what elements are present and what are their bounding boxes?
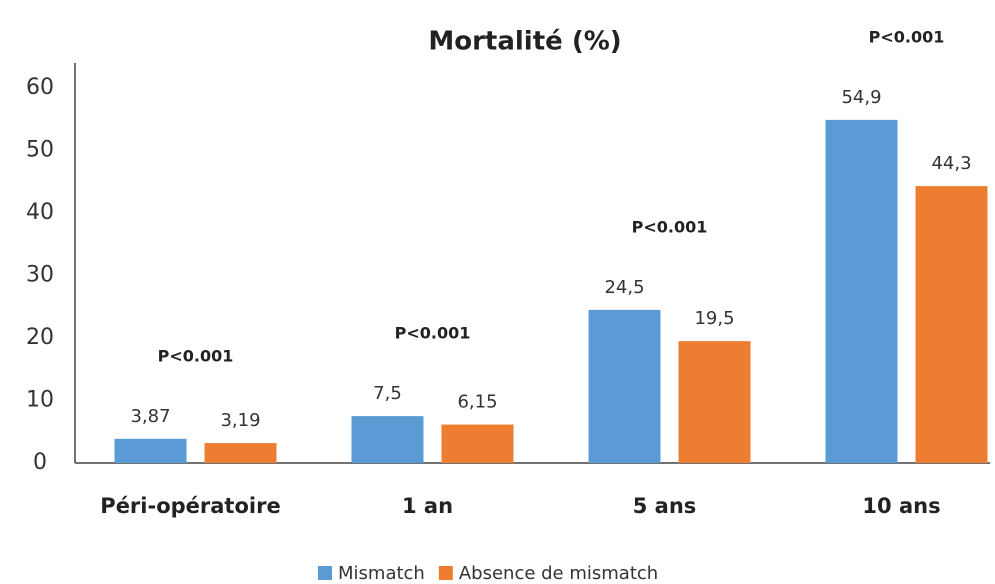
annotation: P<0.001 <box>869 27 945 46</box>
value-label: 3,87 <box>130 406 170 427</box>
x-tick-label: 1 an <box>402 494 453 518</box>
legend-swatch <box>438 566 453 580</box>
annotation: P<0.001 <box>632 217 708 236</box>
y-tick-label: 50 <box>26 138 54 163</box>
annotation: P<0.001 <box>395 324 471 343</box>
legend-label: Absence de mismatch <box>459 563 658 584</box>
bar <box>915 186 988 463</box>
value-label: 6,15 <box>457 392 497 413</box>
legend-swatch <box>318 566 332 580</box>
value-label: 44,3 <box>931 153 971 174</box>
bar <box>441 424 514 463</box>
value-label: 54,9 <box>841 87 881 108</box>
chart-title: Mortalité (%) <box>428 27 621 57</box>
x-tick-label: 10 ans <box>862 494 940 518</box>
value-label: 7,5 <box>373 383 402 404</box>
y-tick-label: 40 <box>26 200 54 225</box>
y-tick-label: 20 <box>26 325 54 350</box>
bar <box>351 416 424 463</box>
bar <box>204 443 277 463</box>
bar <box>114 438 187 463</box>
annotation: P<0.001 <box>158 346 234 365</box>
bar <box>588 309 661 463</box>
x-tick-label: Péri-opératoire <box>100 494 280 518</box>
y-tick-label: 60 <box>26 75 54 100</box>
value-label: 24,5 <box>604 277 644 298</box>
y-tick-label: 10 <box>26 388 54 413</box>
value-label: 3,19 <box>220 410 260 431</box>
value-label: 19,5 <box>694 308 734 329</box>
y-tick-label: 0 <box>33 450 47 475</box>
x-tick-label: 5 ans <box>633 494 697 518</box>
legend-label: Mismatch <box>338 563 425 584</box>
bar <box>825 119 898 463</box>
bar <box>678 341 751 463</box>
y-tick-label: 30 <box>26 263 54 288</box>
